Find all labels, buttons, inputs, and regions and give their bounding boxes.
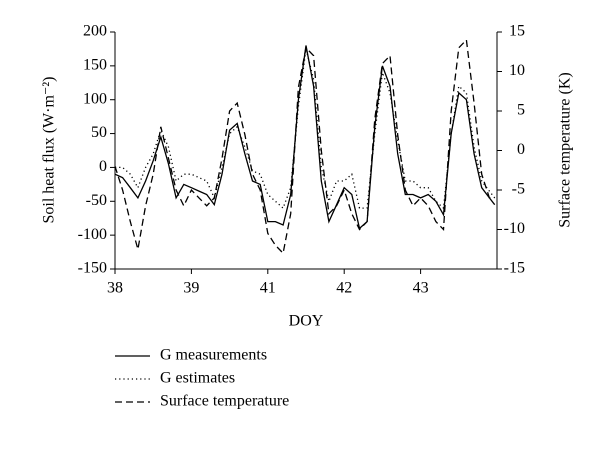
legend-label: G estimates: [160, 370, 235, 387]
y2-tick-label: 0: [517, 141, 525, 158]
x-tick-label: 38: [107, 280, 123, 297]
x-axis-label: DOY: [289, 313, 324, 330]
x-tick-label: 42: [336, 280, 352, 297]
y-tick-label: 100: [83, 90, 107, 107]
x-tick-label: 39: [183, 280, 199, 297]
legend-label: G measurements: [160, 347, 267, 364]
y2-tick-label: -15: [504, 260, 525, 277]
series-line: [115, 48, 496, 210]
y-tick-label: -100: [78, 226, 107, 243]
legend-label: Surface temperature: [160, 393, 289, 410]
y2-tick-label: -10: [504, 220, 525, 237]
y-tick-label: 0: [99, 158, 107, 175]
y2-tick-label: 15: [509, 23, 525, 40]
y-tick-label: 200: [83, 23, 107, 40]
y-tick-label: 150: [83, 57, 107, 74]
y2-tick-label: 10: [509, 62, 525, 79]
y-tick-label: -150: [78, 260, 107, 277]
y-tick-label: 50: [91, 124, 107, 141]
y2-axis-label: Surface temperature (K): [557, 72, 574, 227]
series-line: [114, 45, 496, 230]
y-tick-label: -50: [86, 192, 107, 209]
x-tick-label: 43: [413, 280, 429, 297]
y2-tick-label: 5: [517, 102, 525, 119]
series-line: [114, 38, 495, 255]
y-axis-label: Soil heat flux (W·m⁻²): [41, 77, 58, 224]
x-tick-label: 41: [260, 280, 276, 297]
y2-tick-label: -5: [512, 181, 525, 198]
